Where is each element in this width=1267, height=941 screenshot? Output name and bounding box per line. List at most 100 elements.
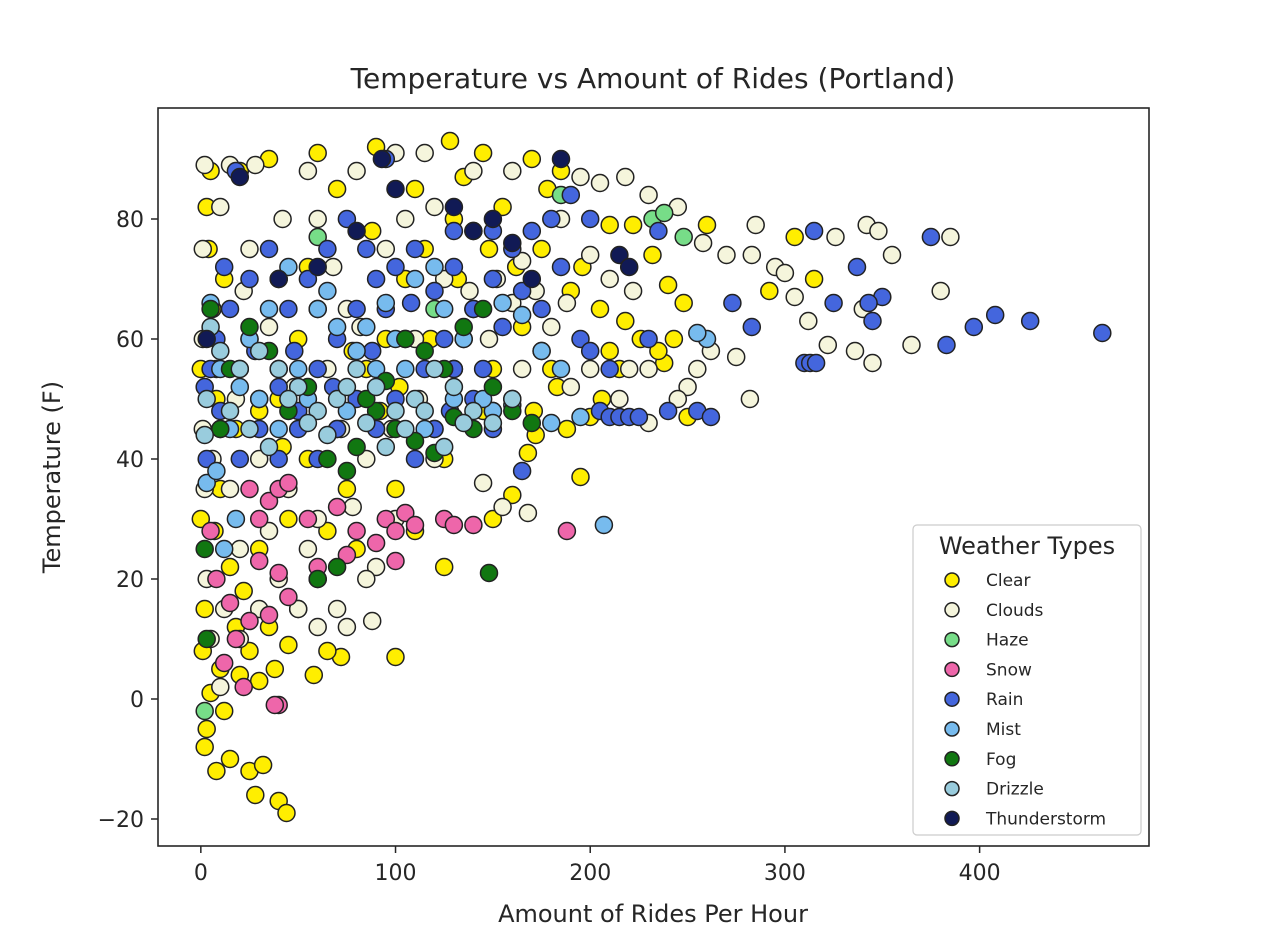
- y-axis-label: Temperature (F): [38, 381, 66, 574]
- point-mist-31: [415, 419, 434, 439]
- point-mist-38: [551, 359, 571, 379]
- point-fog-24: [396, 329, 415, 349]
- point-rain-81: [512, 281, 532, 301]
- point-thunderstorm-1: [619, 257, 639, 277]
- point-mist-2: [688, 323, 707, 343]
- point-clouds-113: [298, 539, 318, 559]
- point-rain-4: [269, 377, 288, 397]
- legend-label: Thunderstorm: [985, 809, 1106, 829]
- point-thunderstorm-14: [197, 329, 216, 349]
- point-mist-39: [197, 473, 216, 493]
- point-clear-96: [318, 521, 337, 541]
- point-drizzle-28: [434, 437, 454, 457]
- point-clear-84: [327, 179, 347, 199]
- point-rain-44: [937, 335, 956, 355]
- point-mist-36: [512, 305, 532, 325]
- point-fog-27: [454, 317, 473, 337]
- point-fog-22: [357, 389, 376, 409]
- point-clear-73: [240, 641, 259, 661]
- point-rain-32: [600, 359, 619, 379]
- x-tick-label: 200: [569, 861, 611, 886]
- point-clear-31: [434, 557, 454, 577]
- point-rain-9: [366, 269, 386, 289]
- point-clear-22: [760, 281, 779, 301]
- point-rain-18: [542, 209, 561, 229]
- legend-marker: [944, 572, 960, 588]
- point-mist-15: [288, 359, 308, 379]
- point-clear-17: [616, 311, 635, 331]
- point-clouds-73: [308, 209, 327, 229]
- point-fog-12: [522, 413, 542, 433]
- point-fog-14: [211, 419, 230, 439]
- point-rain-92: [214, 257, 234, 277]
- point-rain-29: [742, 317, 762, 337]
- legend-item-fog: Fog: [944, 750, 1016, 770]
- point-clear-29: [503, 485, 522, 505]
- point-clear-28: [518, 443, 538, 463]
- point-rain-77: [434, 329, 454, 349]
- point-clear-51: [277, 803, 296, 823]
- point-clouds-45: [542, 317, 561, 337]
- point-rain-79: [473, 359, 493, 379]
- point-clouds-36: [678, 377, 697, 397]
- point-snow-32: [201, 521, 220, 541]
- point-clouds-9: [571, 167, 590, 187]
- legend-marker: [944, 661, 960, 678]
- point-mist-8: [425, 257, 444, 277]
- point-clouds-34: [726, 347, 746, 367]
- legend-marker: [944, 721, 960, 737]
- point-snow-7: [347, 521, 366, 541]
- point-rain-72: [337, 209, 357, 229]
- point-clouds-114: [343, 497, 362, 517]
- point-clouds-111: [220, 479, 240, 499]
- point-clear-24: [804, 269, 824, 289]
- point-clouds-69: [193, 239, 213, 259]
- point-snow-21: [249, 551, 269, 571]
- point-snow-6: [327, 497, 347, 517]
- point-haze-7: [195, 701, 214, 721]
- point-snow-1: [259, 491, 279, 511]
- point-drizzle-26: [396, 419, 415, 439]
- point-clouds-105: [460, 281, 479, 301]
- point-mist-29: [376, 293, 396, 313]
- y-tick-label: 0: [130, 688, 144, 713]
- point-rain-97: [401, 293, 421, 313]
- legend-title: Weather Types: [939, 532, 1115, 560]
- point-clouds-20: [785, 287, 804, 307]
- point-drizzle-13: [249, 341, 269, 361]
- point-mist-9: [405, 269, 425, 289]
- point-clear-33: [386, 647, 405, 667]
- point-mist-13: [327, 317, 347, 337]
- point-rain-19: [561, 185, 581, 205]
- point-rain-27: [859, 293, 878, 313]
- point-clear-35: [318, 641, 337, 661]
- point-clouds-103: [425, 197, 444, 217]
- point-rain-38: [658, 401, 678, 421]
- point-clouds-96: [512, 251, 532, 271]
- point-rain-20: [580, 209, 600, 229]
- point-thunderstorm-10: [386, 179, 405, 199]
- point-mist-35: [493, 293, 512, 313]
- point-clouds-108: [230, 539, 250, 559]
- point-fog-4: [366, 401, 386, 421]
- point-fog-20: [318, 449, 337, 469]
- point-clouds-27: [863, 353, 882, 373]
- point-clear-88: [493, 197, 512, 217]
- point-rain-96: [362, 341, 382, 361]
- point-rain-69: [279, 299, 298, 319]
- point-mist-23: [259, 299, 279, 319]
- point-rain-67: [240, 269, 259, 289]
- point-snow-30: [226, 629, 246, 649]
- point-drizzle-24: [357, 413, 376, 433]
- point-clear-9: [600, 215, 619, 235]
- point-clear-104: [191, 509, 211, 529]
- point-mist-11: [366, 359, 386, 379]
- legend-item-snow: Snow: [944, 660, 1032, 680]
- point-drizzle-30: [197, 389, 216, 409]
- point-drizzle-0: [483, 413, 503, 433]
- legend-item-clouds: Clouds: [944, 601, 1044, 621]
- point-clouds-12: [639, 185, 658, 205]
- point-snow-23: [259, 605, 279, 625]
- point-clear-112: [479, 239, 499, 259]
